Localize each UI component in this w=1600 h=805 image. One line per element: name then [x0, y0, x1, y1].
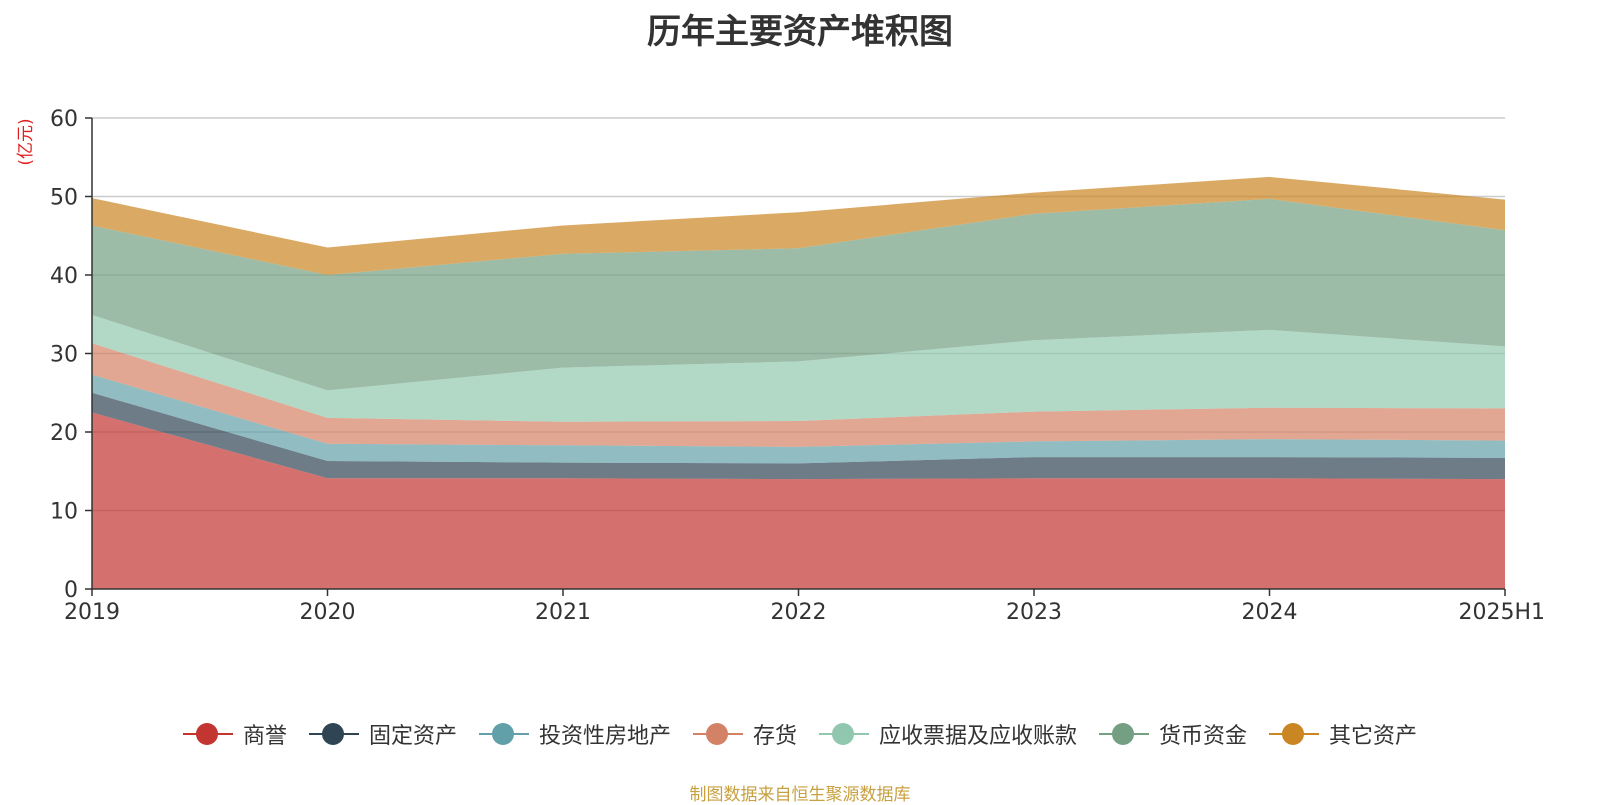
- axes: 0 10 20 30 40 50 60 2019 2020 2021 2022 2023 2024 202…: [50, 107, 1545, 625]
- legend-item[interactable]: 商誉: [182, 718, 287, 750]
- legend-label: 投资性房地产: [538, 724, 671, 749]
- y-tick-label: 10: [50, 500, 78, 525]
- area-2[interactable]: [92, 392, 1505, 480]
- area-series: [92, 176, 1505, 589]
- x-tick-label: 2025H1: [1458, 600, 1545, 625]
- area-1[interactable]: [92, 412, 1505, 589]
- area-6[interactable]: [92, 198, 1505, 391]
- legend-item[interactable]: 应收票据及应收账款: [819, 718, 1077, 750]
- legend-item[interactable]: 货币资金: [1099, 718, 1247, 750]
- legend-marker-icon: [1099, 722, 1150, 746]
- y-axis-label: (亿元): [16, 118, 36, 165]
- y-tick-label: 0: [64, 578, 78, 603]
- legend-marker-icon: [819, 722, 869, 746]
- legend: 商誉 固定资产 投资性房地产 存货 应收票据及应收账款 货币资金 其它资产: [0, 718, 1600, 750]
- area-5[interactable]: [92, 315, 1505, 422]
- chart-title: 历年主要资产堆积图: [647, 12, 953, 52]
- legend-marker-icon: [308, 722, 359, 746]
- legend-label: 固定资产: [368, 724, 457, 749]
- legend-item[interactable]: 固定资产: [308, 718, 457, 750]
- x-tick-label: 2023: [1006, 600, 1062, 625]
- legend-marker-icon: [1269, 722, 1320, 746]
- legend-marker-icon: [182, 722, 233, 746]
- source-note: 制图数据来自恒生聚源数据库: [689, 785, 911, 805]
- x-tick-label: 2020: [300, 600, 356, 625]
- legend-label: 货币资金: [1159, 724, 1248, 749]
- legend-item[interactable]: 存货: [692, 718, 797, 750]
- y-tick-label: 20: [50, 421, 78, 446]
- legend-marker-icon: [478, 722, 529, 746]
- area-3[interactable]: [92, 374, 1505, 464]
- legend-item[interactable]: 其它资产: [1269, 718, 1417, 750]
- legend-item[interactable]: 投资性房地产: [478, 718, 671, 750]
- stacked-area-chart: 0 10 20 30 40 50 60 2019 2020 2021 2022 2023 2024 202…: [16, 107, 1545, 625]
- y-tick-label: 40: [50, 264, 78, 289]
- y-tick-label: 50: [50, 186, 78, 211]
- legend-marker-icon: [692, 722, 743, 746]
- area-4[interactable]: [92, 343, 1505, 447]
- x-tick-label: 2021: [535, 600, 591, 625]
- legend-label: 应收票据及应收账款: [879, 724, 1078, 749]
- legend-label: 商誉: [242, 724, 287, 749]
- x-tick-label: 2019: [64, 600, 120, 625]
- area-7[interactable]: [92, 176, 1505, 275]
- x-tick-label: 2024: [1242, 600, 1298, 625]
- x-tick-label: 2022: [771, 600, 827, 625]
- legend-label: 其它资产: [1329, 724, 1418, 749]
- legend-label: 存货: [752, 724, 797, 749]
- y-tick-label: 60: [50, 107, 78, 132]
- y-tick-label: 30: [50, 343, 78, 368]
